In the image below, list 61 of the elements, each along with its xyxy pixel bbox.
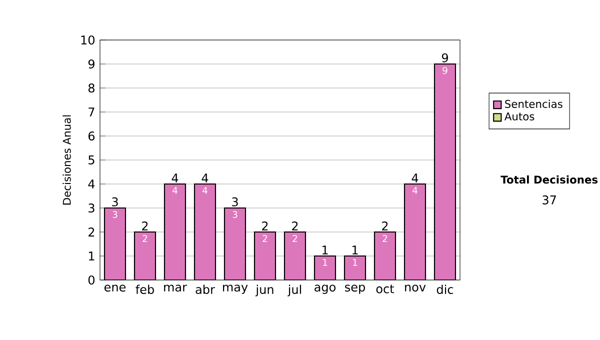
x-tick-label: mar (164, 284, 187, 292)
x-tick-label: ago (314, 284, 336, 294)
y-tick-label: 7 (88, 108, 94, 116)
x-tick-label: nov (405, 284, 426, 292)
data-label: 2 (142, 234, 148, 242)
x-tick-label: feb (136, 284, 154, 294)
text: 37 (542, 195, 556, 204)
x-tick-label: jun (256, 284, 274, 296)
data-label: 1 (353, 258, 358, 266)
y-tick-label: 2 (88, 228, 94, 236)
y-tick-label: 8 (88, 83, 94, 93)
x-tick-label: sep (345, 284, 365, 294)
y-axis-title: Decisiones Anual (62, 115, 71, 205)
y-tick-label: 6 (88, 131, 95, 141)
data-label: 4 (202, 186, 208, 194)
bar (134, 232, 156, 280)
y-tick-label: 5 (88, 156, 94, 164)
bar (104, 208, 126, 280)
y-tick-label: 1 (88, 252, 94, 260)
total-label: 2 (142, 221, 148, 230)
data-label: 1 (323, 258, 328, 266)
data-label: 3 (112, 210, 118, 218)
total-label: 4 (412, 174, 418, 182)
bar (194, 184, 216, 280)
x-tick-label: jul (288, 284, 302, 296)
bar (374, 232, 396, 280)
bar (164, 184, 186, 280)
total-label: 3 (232, 197, 238, 206)
y-tick-label: 4 (88, 180, 95, 188)
legend-label: Sentencias (505, 100, 562, 108)
total-label: 1 (352, 246, 358, 254)
total-label: 2 (292, 221, 298, 230)
text: Total Decisiones (500, 175, 598, 184)
y-tick-label: 10 (81, 35, 94, 45)
data-label: 9 (442, 66, 448, 74)
y-tick-label: 3 (88, 203, 94, 213)
x-tick-label: dic (436, 284, 454, 294)
data-label: 3 (232, 210, 238, 218)
legend-label: Autos (504, 112, 534, 120)
total-label: 2 (262, 221, 268, 230)
total-label: 4 (202, 174, 208, 182)
total-label: 4 (172, 174, 178, 182)
y-tick-label: 9 (88, 59, 94, 69)
x-tick-label: may (223, 284, 248, 294)
data-label: 4 (172, 186, 178, 194)
bar (224, 208, 246, 280)
data-label: 4 (412, 186, 418, 194)
bar (254, 232, 276, 280)
total-label: 3 (112, 197, 118, 206)
data-label: 2 (292, 234, 298, 242)
bar (284, 232, 306, 280)
bar (404, 184, 426, 280)
total-label: 1 (322, 246, 328, 254)
data-label: 2 (382, 234, 388, 242)
x-tick-label: ene (104, 284, 126, 292)
x-tick-label: oct (376, 284, 394, 294)
data-label: 2 (262, 234, 268, 242)
total-label: 2 (382, 221, 388, 230)
y-tick-label: 0 (88, 275, 94, 285)
total-label: 9 (442, 53, 448, 62)
x-tick-label: abr (196, 284, 215, 294)
